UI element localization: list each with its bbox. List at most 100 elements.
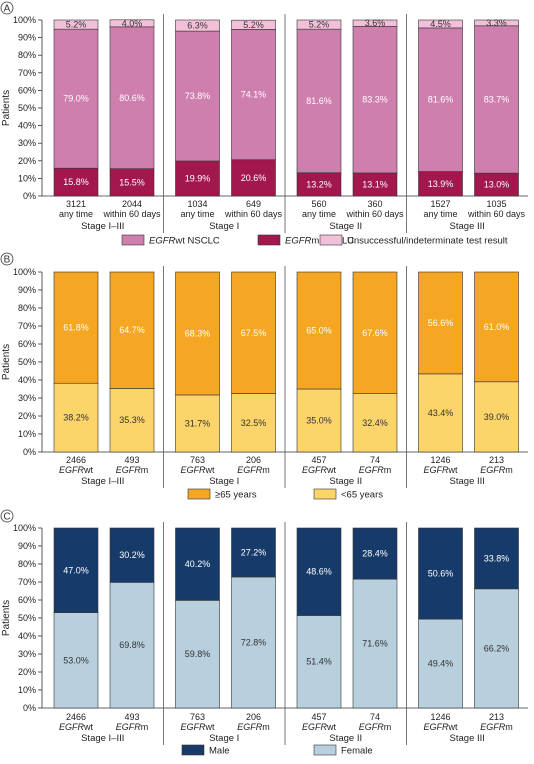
bar-data-label: 5.2% bbox=[243, 20, 264, 30]
category-type-text: wt bbox=[326, 465, 336, 475]
legend-swatch bbox=[121, 234, 145, 246]
category-type-text: wt bbox=[205, 465, 215, 475]
category-type-italic: EGFR bbox=[359, 722, 385, 732]
group-label: Stage II bbox=[329, 733, 362, 744]
bar-segment bbox=[109, 26, 155, 170]
bar-data-label: 71.6% bbox=[362, 639, 388, 649]
legend-label-text: <65 years bbox=[341, 490, 383, 501]
bar-data-label: 67.6% bbox=[362, 328, 388, 338]
category-count-label: 1527 bbox=[430, 199, 450, 209]
y-tick-label: 30% bbox=[18, 649, 36, 659]
bar-data-label: 39.0% bbox=[484, 412, 510, 422]
category-type-label: EGFRm bbox=[237, 722, 270, 732]
bar-data-label: 64.7% bbox=[119, 325, 145, 335]
legend-label-text: ≥65 years bbox=[215, 490, 257, 501]
bar-data-label: 83.3% bbox=[362, 95, 388, 105]
bar-segment bbox=[175, 19, 220, 32]
y-tick-label: 0% bbox=[23, 191, 36, 201]
bar-data-label: 3.6% bbox=[365, 18, 386, 28]
y-tick-label: 10% bbox=[18, 685, 36, 695]
bar-segment bbox=[474, 527, 519, 590]
bar-segment bbox=[296, 271, 342, 390]
bar-segment bbox=[296, 388, 342, 453]
bar-data-label: 40.2% bbox=[185, 559, 211, 569]
legend-label: Female bbox=[341, 746, 373, 757]
y-axis-label: Patients bbox=[1, 344, 12, 380]
bar-segment bbox=[175, 527, 220, 601]
category-type-label: EGFRm bbox=[116, 722, 149, 732]
y-axis-label: Patients bbox=[1, 90, 12, 126]
bar-data-label: 15.8% bbox=[63, 177, 89, 187]
category-type-text: wt bbox=[83, 722, 93, 732]
bar-segment bbox=[53, 19, 99, 30]
bar-data-label: 73.8% bbox=[185, 91, 211, 101]
y-tick-label: 80% bbox=[18, 50, 36, 60]
group-label: Stage I–III bbox=[81, 221, 124, 232]
bar-segment bbox=[418, 373, 463, 453]
category-type-label: EGFRwt bbox=[423, 722, 458, 732]
legend-swatch bbox=[313, 744, 337, 756]
y-axis-label: Patients bbox=[1, 600, 12, 636]
category-type-text: any time bbox=[180, 209, 214, 219]
bar-segment bbox=[296, 19, 342, 30]
category-count-label: 74 bbox=[370, 455, 380, 465]
bar-data-label: 61.8% bbox=[63, 323, 89, 333]
y-tick-label: 50% bbox=[18, 103, 36, 113]
bar-data-label: 19.9% bbox=[185, 173, 211, 183]
category-type-label: within 60 days bbox=[224, 209, 283, 219]
category-count-label: 2466 bbox=[66, 712, 86, 722]
bar-segment bbox=[352, 578, 398, 709]
bar-segment bbox=[352, 271, 398, 394]
legend-swatch bbox=[257, 234, 281, 246]
bar-data-label: 15.5% bbox=[119, 177, 145, 187]
bar-segment bbox=[474, 25, 519, 174]
group-label: Stage III bbox=[450, 476, 485, 487]
y-tick-label: 70% bbox=[18, 68, 36, 78]
category-type-label: EGFRwt bbox=[59, 722, 94, 732]
bar-data-label: 4.0% bbox=[122, 18, 143, 28]
legend-label-text: wt NSCLC bbox=[174, 236, 219, 247]
bar-data-label: 80.6% bbox=[119, 93, 145, 103]
y-tick-label: 20% bbox=[18, 411, 36, 421]
category-type-text: wt bbox=[205, 722, 215, 732]
bar-data-label: 56.6% bbox=[428, 318, 454, 328]
group-label: Stage I bbox=[209, 476, 239, 487]
legend-label: Male bbox=[209, 746, 230, 757]
bar-segment bbox=[231, 19, 276, 30]
bar-segment bbox=[231, 29, 276, 161]
category-type-label: within 60 days bbox=[345, 209, 404, 219]
category-type-label: any time bbox=[302, 209, 336, 219]
bar-segment bbox=[109, 19, 155, 28]
category-type-text: wt bbox=[83, 465, 93, 475]
category-count-label: 3121 bbox=[66, 199, 86, 209]
category-count-label: 763 bbox=[190, 455, 205, 465]
bar-data-label: 13.9% bbox=[428, 179, 454, 189]
y-tick-label: 100% bbox=[13, 267, 36, 277]
bar-segment bbox=[53, 382, 99, 453]
bar-data-label: 35.3% bbox=[119, 415, 145, 425]
category-type-text: any time bbox=[59, 209, 93, 219]
category-type-italic: EGFR bbox=[302, 465, 328, 475]
y-tick-label: 80% bbox=[18, 303, 36, 313]
bar-data-label: 33.8% bbox=[484, 553, 510, 563]
category-type-italic: EGFR bbox=[237, 722, 263, 732]
category-type-text: wt bbox=[448, 722, 458, 732]
bar-data-label: 13.0% bbox=[484, 180, 510, 190]
category-type-label: EGFRwt bbox=[180, 722, 215, 732]
category-type-label: EGFRm bbox=[359, 465, 392, 475]
bar-data-label: 50.6% bbox=[428, 569, 454, 579]
y-tick-label: 0% bbox=[23, 703, 36, 713]
y-tick-label: 20% bbox=[18, 156, 36, 166]
category-type-italic: EGFR bbox=[59, 722, 85, 732]
bar-segment bbox=[418, 271, 463, 375]
y-tick-label: 40% bbox=[18, 631, 36, 641]
category-type-italic: EGFR bbox=[423, 465, 449, 475]
bar-data-label: 49.4% bbox=[428, 659, 454, 669]
bar-data-label: 32.5% bbox=[241, 418, 267, 428]
bar-data-label: 48.6% bbox=[306, 567, 332, 577]
bar-data-label: 68.3% bbox=[185, 328, 211, 338]
category-type-text: m bbox=[384, 465, 392, 475]
bar-segment bbox=[231, 576, 276, 709]
bar-data-label: 72.8% bbox=[241, 637, 267, 647]
